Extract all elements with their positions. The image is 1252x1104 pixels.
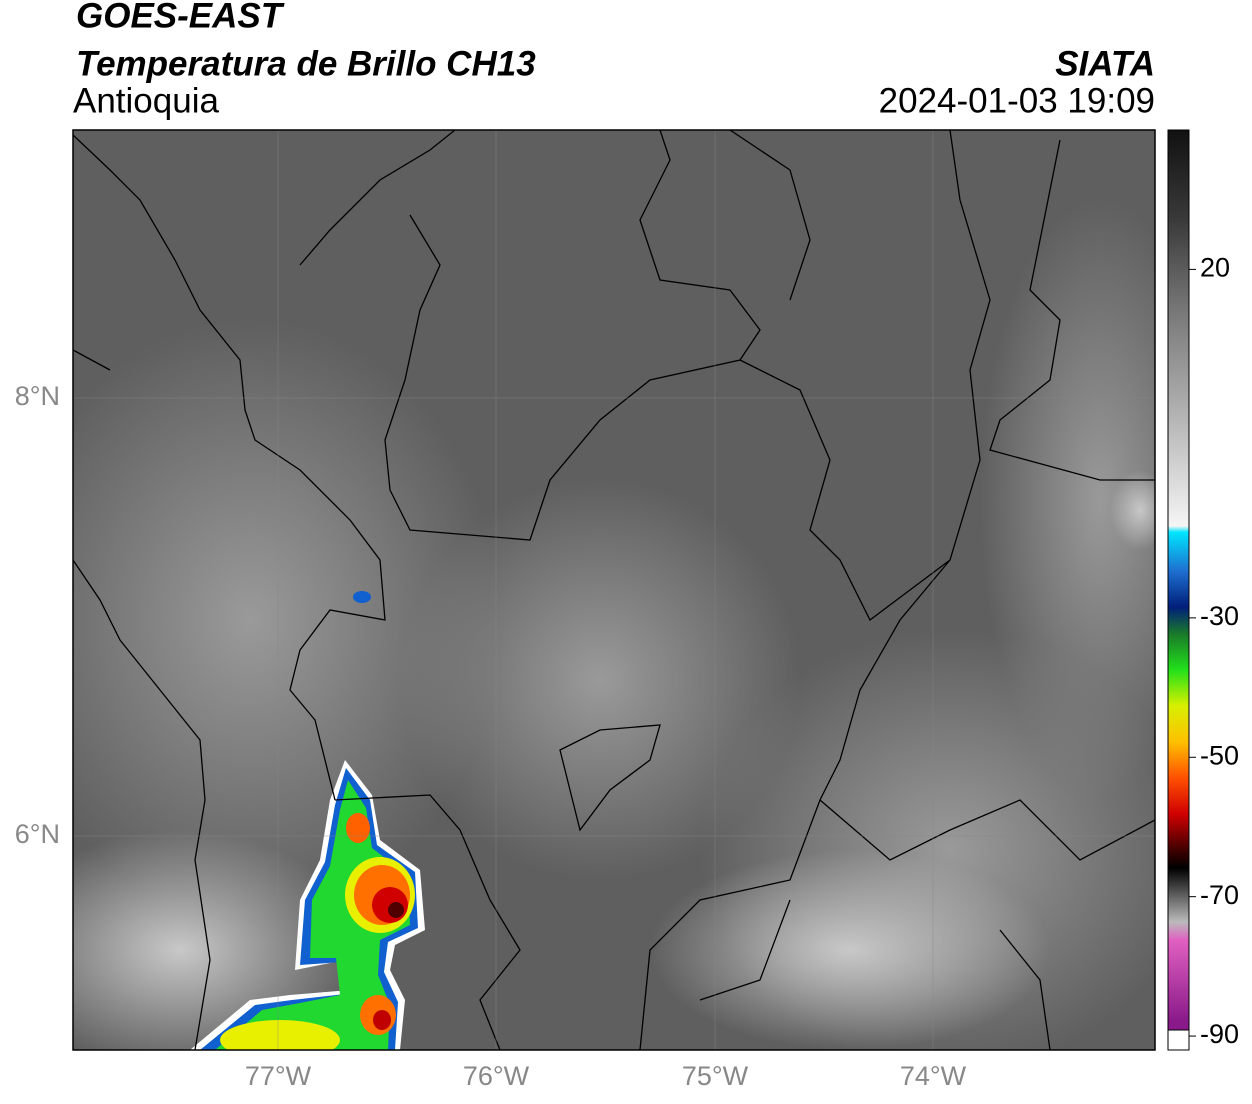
borders (73, 130, 1155, 1050)
lon-label: 77°W (245, 1061, 312, 1091)
region: Antioquia (73, 81, 219, 120)
satellite-image (73, 130, 1155, 1050)
colorbar-tick-label: -30 (1200, 601, 1239, 631)
subtitle: Temperatura de Brillo CH13 (76, 44, 536, 83)
colorbar-under (1167, 1029, 1190, 1051)
colorbar (1167, 129, 1190, 1031)
colorbar-ticks: 20 -30 -50 -70 -90 (1189, 253, 1239, 1049)
colorbar-tick-label: -50 (1200, 740, 1239, 770)
colorbar-tick-label: -70 (1200, 880, 1239, 910)
lat-label: 8°N (15, 381, 60, 411)
colorbar-tick-label: -90 (1200, 1019, 1239, 1049)
convective-cloud (190, 591, 425, 1050)
title: GOES-EAST (76, 0, 285, 35)
lon-label: 76°W (463, 1061, 530, 1091)
map-frame (72, 129, 1156, 1051)
timestamp: 2024-01-03 19:09 (879, 81, 1155, 120)
lon-label: 74°W (900, 1061, 967, 1091)
lon-label: 75°W (682, 1061, 749, 1091)
source: SIATA (1055, 44, 1155, 83)
lat-label: 6°N (15, 819, 60, 849)
colorbar-tick-label: 20 (1200, 253, 1230, 283)
graticule: 8°N 6°N 77°W 76°W 75°W 74°W (15, 130, 1155, 1091)
